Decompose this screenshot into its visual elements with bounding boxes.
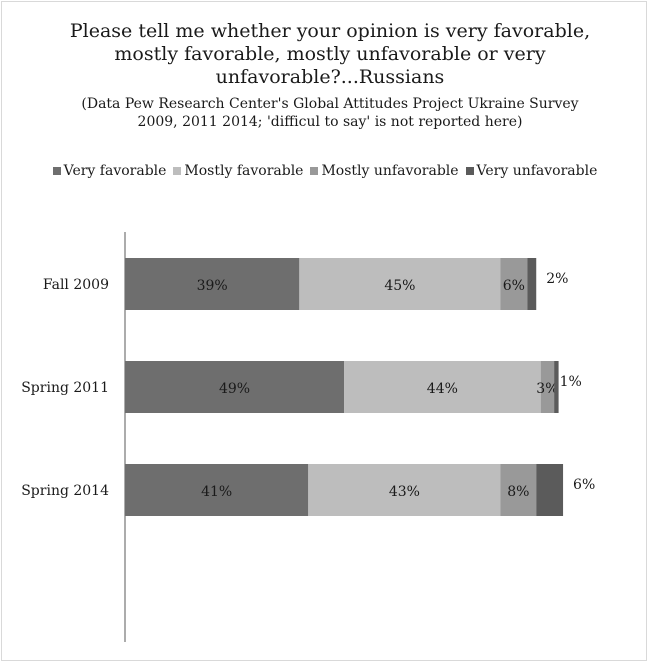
- legend-item-mostly-favorable: Mostly favorable: [173, 163, 303, 179]
- category-label: Spring 2011: [21, 380, 109, 396]
- data-label: 39%: [197, 278, 228, 294]
- data-label: 49%: [219, 381, 250, 397]
- bar-segment: [344, 361, 541, 413]
- bar-segment: [527, 258, 537, 310]
- legend-swatch: [465, 167, 474, 175]
- legend-swatch: [310, 167, 319, 175]
- data-label: 6%: [573, 477, 595, 493]
- chart-title: Please tell me whether your opinion is v…: [69, 20, 591, 88]
- data-label: 3%: [536, 381, 558, 397]
- data-label: 44%: [427, 381, 458, 397]
- data-label: 1%: [560, 374, 582, 390]
- legend-label: Mostly unfavorable: [321, 163, 459, 179]
- bar-segment: [500, 258, 528, 310]
- data-label: 43%: [389, 484, 420, 500]
- legend-item-mostly-unfavorable: Mostly unfavorable: [310, 163, 459, 179]
- data-label: 45%: [384, 278, 415, 294]
- bar-segment: [125, 361, 345, 413]
- bar-segment: [308, 464, 501, 516]
- bar-segment: [125, 258, 300, 310]
- bar-segment: [125, 464, 309, 516]
- bar-segment: [500, 464, 537, 516]
- data-label: 2%: [546, 271, 568, 287]
- legend-item-very-unfavorable: Very unfavorable: [465, 163, 598, 179]
- category-label: Spring 2014: [21, 483, 109, 499]
- bar-segment: [299, 258, 501, 310]
- data-label: 8%: [507, 484, 529, 500]
- data-label: 6%: [503, 278, 525, 294]
- legend-label: Very unfavorable: [476, 163, 598, 179]
- chart-subtitle: (Data Pew Research Center's Global Attit…: [81, 96, 579, 130]
- bar-segment: [554, 361, 559, 413]
- legend-label: Very favorable: [63, 163, 167, 179]
- legend-swatch: [52, 167, 61, 175]
- chart-legend: Very favorable Mostly favorable Mostly u…: [0, 163, 650, 179]
- bar-segment: [536, 464, 564, 516]
- legend-label: Mostly favorable: [184, 163, 304, 179]
- category-label: Fall 2009: [43, 277, 109, 293]
- bar-segment: [540, 361, 555, 413]
- data-label: 41%: [201, 484, 232, 500]
- legend-item-very-favorable: Very favorable: [52, 163, 167, 179]
- legend-swatch: [173, 167, 182, 175]
